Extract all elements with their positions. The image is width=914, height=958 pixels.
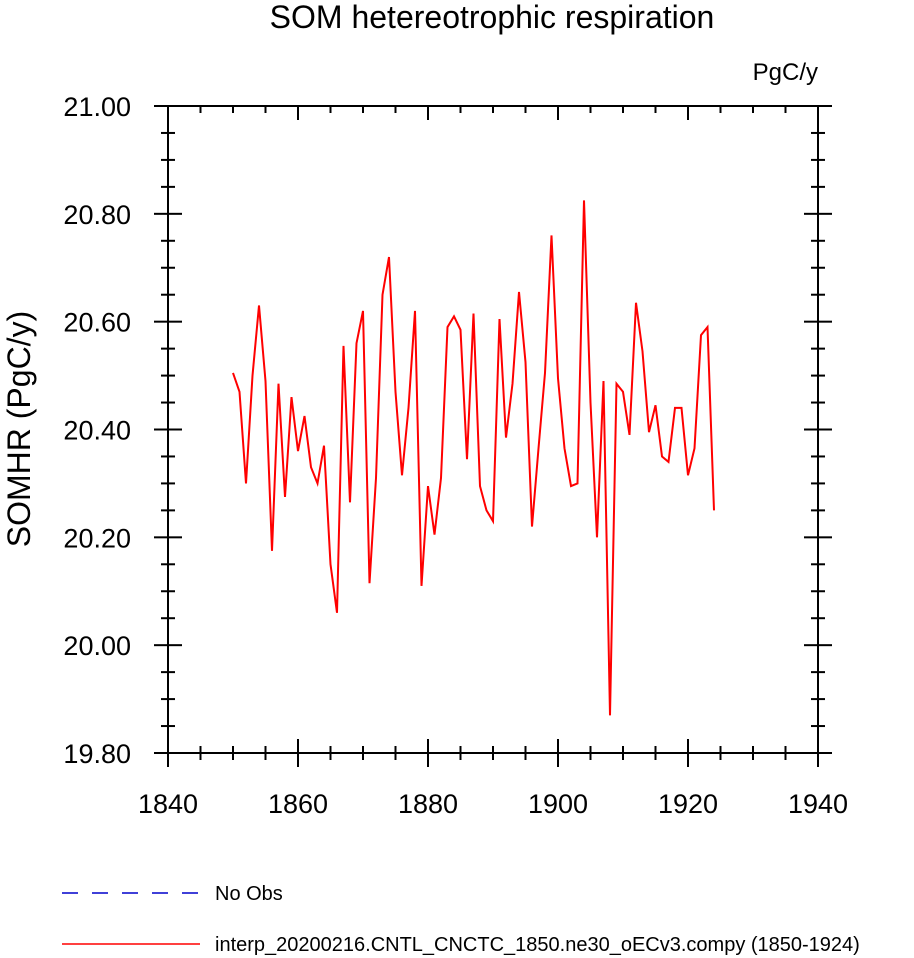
chart-title: SOM hetereotrophic respiration bbox=[270, 0, 715, 35]
units-label: PgC/y bbox=[753, 59, 818, 86]
x-tick-label: 1940 bbox=[788, 789, 848, 819]
series-layer bbox=[232, 200, 715, 716]
axis-ticks bbox=[154, 105, 832, 767]
plot-frame bbox=[167, 105, 819, 754]
x-tick-label: 1880 bbox=[398, 789, 458, 819]
y-tick-label: 21.00 bbox=[63, 92, 131, 122]
x-tick-label: 1920 bbox=[658, 789, 718, 819]
y-tick-label: 20.80 bbox=[63, 200, 131, 230]
y-tick-labels: 19.80 20.00 20.20 20.40 20.60 20.80 21.00 bbox=[63, 92, 131, 769]
legend-label-no-obs: No Obs bbox=[215, 883, 283, 905]
x-tick-labels: 1840 1860 1880 1900 1920 1940 bbox=[138, 789, 848, 819]
y-tick-label: 20.20 bbox=[63, 523, 131, 553]
x-tick-label: 1900 bbox=[528, 789, 588, 819]
y-tick-label: 20.00 bbox=[63, 631, 131, 661]
y-tick-label: 20.60 bbox=[63, 308, 131, 338]
x-tick-label: 1860 bbox=[268, 789, 328, 819]
series-line bbox=[232, 200, 715, 716]
legend: No Obs interp_20200216.CNTL_CNCTC_1850.n… bbox=[62, 883, 860, 956]
y-tick-label: 20.40 bbox=[63, 416, 131, 446]
y-axis-label: SOMHR (PgC/y) bbox=[1, 311, 37, 547]
legend-label-model: interp_20200216.CNTL_CNCTC_1850.ne30_oEC… bbox=[215, 934, 860, 956]
y-tick-label: 19.80 bbox=[63, 739, 131, 769]
x-tick-label: 1840 bbox=[138, 789, 198, 819]
